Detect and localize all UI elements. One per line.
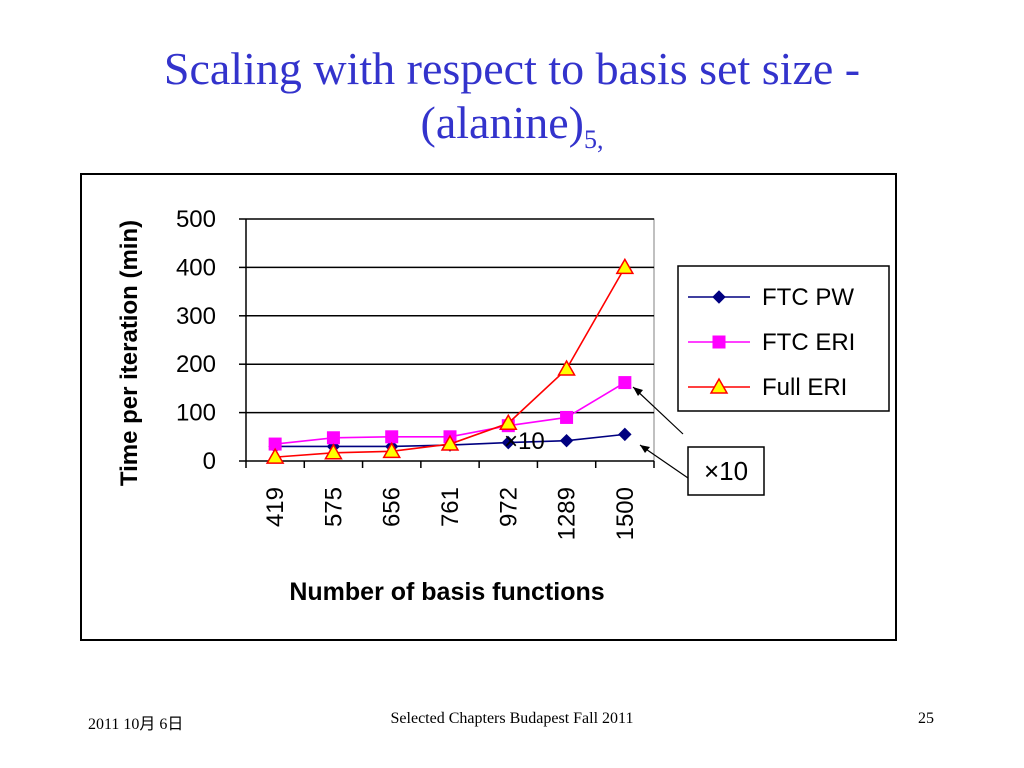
y-tick-label: 400 bbox=[176, 254, 216, 281]
data-point bbox=[385, 430, 399, 444]
slide-title-subscript: 5, bbox=[583, 125, 604, 154]
data-point bbox=[382, 441, 402, 459]
legend-label: FTC ERI bbox=[762, 329, 855, 356]
y-tick-label: 0 bbox=[203, 448, 216, 475]
footer-center: Selected Chapters Budapest Fall 2011 bbox=[390, 710, 634, 727]
annotation-arrow-2 bbox=[639, 444, 689, 479]
data-point bbox=[501, 435, 515, 450]
data-point bbox=[326, 431, 340, 445]
legend-marker bbox=[712, 335, 726, 349]
x-tick-label: 575 bbox=[320, 487, 347, 527]
data-point bbox=[618, 427, 632, 442]
x-axis-label: Number of basis functions bbox=[289, 578, 604, 606]
x-tick-label: 761 bbox=[437, 487, 464, 527]
annotations: ×10 ×10 bbox=[504, 386, 765, 496]
x-tick-label: 419 bbox=[262, 487, 289, 527]
legend: FTC PW FTC ERI Full ERI bbox=[677, 265, 890, 412]
legend-marker bbox=[709, 377, 729, 394]
legend-item-full-eri: Full ERI bbox=[688, 374, 847, 401]
footer-page-number: 25 bbox=[918, 710, 934, 727]
data-point bbox=[498, 413, 518, 430]
data-point bbox=[560, 410, 574, 424]
data-point bbox=[559, 433, 574, 448]
y-tick-label: 500 bbox=[176, 206, 216, 233]
axes bbox=[239, 218, 655, 468]
data-point bbox=[265, 447, 285, 464]
y-axis-label: Time per iteration (min) bbox=[116, 220, 143, 486]
slide-title: Scaling with respect to basis set size -… bbox=[0, 42, 1024, 167]
y-tick-label: 300 bbox=[176, 303, 216, 330]
slide-title-line1: Scaling with respect to basis set size - bbox=[163, 43, 861, 94]
y-tick-label: 200 bbox=[176, 351, 216, 378]
plot-background bbox=[245, 218, 655, 462]
legend-marker bbox=[712, 290, 726, 304]
plot-area bbox=[245, 218, 655, 462]
x-tick-label: 1289 bbox=[554, 487, 581, 540]
data-point bbox=[615, 257, 635, 275]
data-point bbox=[440, 434, 460, 451]
x-tick-label: 1500 bbox=[612, 487, 639, 540]
annotation-arrowhead-2 bbox=[640, 445, 650, 453]
inline-annotation: ×10 bbox=[504, 428, 545, 455]
annotation-box bbox=[687, 446, 765, 496]
x-tick-label: 972 bbox=[495, 487, 522, 527]
y-tick-label: 100 bbox=[176, 400, 216, 427]
data-point bbox=[324, 443, 343, 460]
x-tick-label: 656 bbox=[379, 487, 406, 527]
annotation-arrow-1 bbox=[632, 386, 684, 435]
series-group bbox=[265, 257, 635, 464]
legend-label: Full ERI bbox=[762, 374, 847, 401]
slide-title-line2: (alanine)5, bbox=[420, 97, 604, 154]
boxed-annotation: ×10 bbox=[704, 456, 748, 486]
gridlines bbox=[246, 218, 654, 414]
footer-date: 2011 10月 6日 bbox=[88, 716, 184, 733]
x-tick-labels: 419 575 656 761 972 1289 1500 bbox=[262, 487, 639, 540]
series-full-eri bbox=[265, 257, 635, 464]
legend-label: FTC PW bbox=[762, 284, 854, 311]
legend-item-ftc-eri: FTC ERI bbox=[688, 329, 855, 356]
data-point bbox=[618, 376, 632, 390]
legend-item-ftc-pw: FTC PW bbox=[688, 284, 854, 311]
annotation-arrowhead-1 bbox=[633, 387, 643, 396]
data-point bbox=[557, 359, 576, 376]
y-tick-labels: 500 400 300 200 100 0 bbox=[176, 206, 216, 475]
